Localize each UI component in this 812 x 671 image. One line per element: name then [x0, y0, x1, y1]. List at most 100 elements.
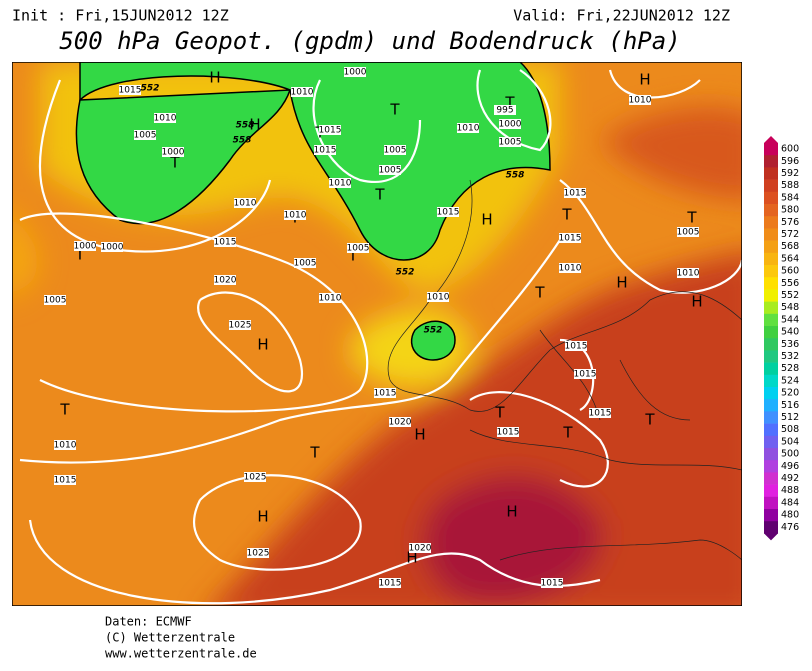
- init-time: Init : Fri,15JUN2012 12Z: [12, 7, 229, 25]
- isobar-label-bg: [409, 543, 431, 553]
- isobar-label-bg: [427, 292, 449, 302]
- legend-swatch: [764, 277, 778, 290]
- pressure-system-label: T: [74, 246, 85, 264]
- legend-label: 600: [781, 144, 799, 155]
- isobar-label-bg: [559, 263, 581, 273]
- isobar-label: 1015: [374, 389, 397, 399]
- legend-cap: [764, 136, 778, 143]
- pressure-system-label: H: [616, 274, 627, 292]
- isobar-label-bg: [319, 293, 341, 303]
- legend-swatch: [764, 289, 778, 302]
- isobar-label-bg: [499, 137, 521, 147]
- isobar-label: 995: [496, 106, 513, 116]
- legend-swatch: [764, 326, 778, 339]
- isobar-label: 1005: [677, 228, 700, 238]
- legend-swatch: [764, 313, 778, 327]
- contour-label: 558: [506, 171, 525, 181]
- isobar-label: 1010: [234, 199, 257, 209]
- isobar-label-bg: [497, 427, 519, 437]
- isobar-label-bg: [162, 147, 184, 157]
- isobar-label-bg: [677, 227, 699, 237]
- isobar-label-bg: [229, 320, 251, 330]
- pressure-system-label: H: [481, 211, 492, 229]
- pressure-system-label: T: [504, 94, 515, 112]
- pressure-system-label: T: [347, 247, 358, 265]
- isobar-label-bg: [379, 165, 401, 175]
- isobar-label-bg: [494, 105, 516, 115]
- pressure-system-label: T: [169, 154, 180, 172]
- contour-label: 552: [141, 84, 160, 94]
- isobar-label: 1015: [497, 428, 520, 438]
- pressure-system-label: H: [406, 549, 417, 567]
- legend-cap: [764, 533, 778, 541]
- isobar-label: 1025: [247, 549, 270, 559]
- isobar-label-bg: [314, 145, 336, 155]
- legend-label: 540: [781, 327, 799, 338]
- isobar-label-bg: [44, 295, 66, 305]
- isobar-label-bg: [565, 341, 587, 351]
- legend-swatch: [764, 374, 778, 388]
- legend-label: 492: [781, 473, 799, 484]
- isobar-label-bg: [629, 95, 651, 105]
- legend-label: 480: [781, 510, 799, 521]
- footer-line: Daten: ECMWF: [105, 615, 192, 629]
- isobar-label: 1020: [409, 544, 432, 554]
- isobar-label-bg: [214, 275, 236, 285]
- legend-label: 572: [781, 229, 799, 240]
- legend-label: 484: [781, 497, 799, 508]
- isobar-label: 1010: [291, 88, 314, 98]
- legend-swatch: [764, 509, 778, 522]
- isobar-label-bg: [319, 125, 341, 135]
- isobar-label-bg: [541, 578, 563, 588]
- isobar-label: 1010: [629, 96, 652, 106]
- legend-swatch: [764, 521, 778, 534]
- pressure-system-label: T: [562, 424, 573, 442]
- isobar-label: 1010: [329, 179, 352, 189]
- legend-label: 528: [781, 363, 799, 374]
- legend-label: 532: [781, 351, 799, 362]
- isobar-label: 1015: [54, 476, 77, 486]
- pressure-system-label: T: [59, 401, 70, 419]
- legend-label: 524: [781, 375, 799, 386]
- isobar-label-bg: [74, 241, 96, 251]
- isobar-label: 1015: [379, 579, 402, 589]
- isobar-label: 1005: [134, 131, 157, 141]
- legend-swatch: [764, 484, 778, 498]
- isobar-label: 1005: [347, 244, 370, 254]
- isobar-label-bg: [564, 188, 586, 198]
- pressure-system-label: T: [309, 444, 320, 462]
- pressure-system-label: H: [691, 293, 702, 311]
- isobar-label: 1015: [214, 238, 237, 248]
- legend-label: 508: [781, 424, 799, 435]
- legend-label: 512: [781, 412, 799, 423]
- isobar-label: 1005: [294, 259, 317, 269]
- isobar-label: 1005: [379, 166, 402, 176]
- pressure-system-label: H: [249, 116, 260, 134]
- isobar-label-bg: [54, 475, 76, 485]
- contour-label: 552: [424, 326, 443, 336]
- legend-label: 564: [781, 253, 799, 264]
- pressure-system-label: T: [561, 206, 572, 224]
- pressure-system-label: H: [257, 336, 268, 354]
- pressure-system-label: T: [374, 186, 385, 204]
- legend-label: 488: [781, 485, 799, 496]
- footer-line: www.wetterzentrale.de: [105, 647, 257, 661]
- isobar-label-bg: [244, 472, 266, 482]
- map-labels: HHHHHHHHHHHTTTTTTTTTTTTTTTT1015101010051…: [44, 67, 703, 589]
- isobar-label: 1010: [559, 264, 582, 274]
- legend-label: 500: [781, 449, 799, 460]
- legend-swatch: [764, 423, 778, 437]
- isobar-label-bg: [247, 548, 269, 558]
- legend-label: 548: [781, 302, 799, 313]
- isobar-label: 1010: [54, 441, 77, 451]
- isobar-label: 1020: [214, 276, 237, 286]
- legend-label: 568: [781, 241, 799, 252]
- legend-label: 580: [781, 205, 799, 216]
- legend-label: 576: [781, 217, 799, 228]
- legend-label: 520: [781, 388, 799, 399]
- legend-swatch: [764, 496, 778, 510]
- legend-swatch: [764, 204, 778, 217]
- legend-swatch: [764, 265, 778, 278]
- legend-label: 588: [781, 180, 799, 191]
